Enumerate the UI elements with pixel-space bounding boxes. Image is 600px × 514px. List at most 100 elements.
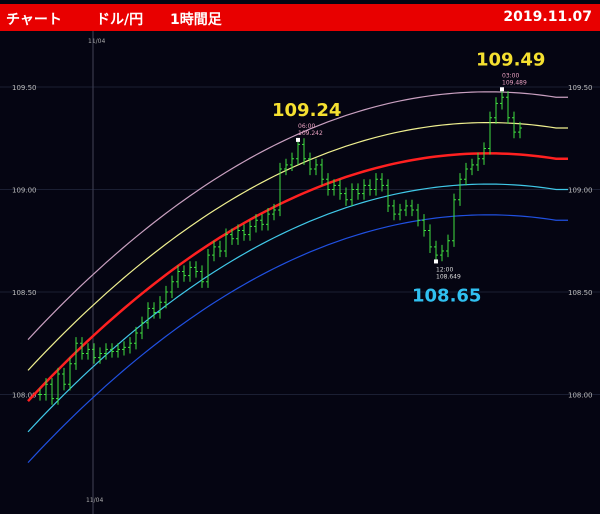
ytick-right: 109.50 (568, 84, 593, 92)
header-timeframe: 1時間足 (170, 12, 222, 28)
candle (362, 179, 366, 200)
candle (260, 214, 264, 231)
header-bar: チャート ドル/円 1時間足 2019.11.07 (0, 4, 600, 31)
candle (506, 91, 510, 124)
candle (104, 343, 108, 360)
extreme-marker (296, 137, 300, 142)
candle (122, 341, 126, 356)
header-date: 2019.11.07 (503, 9, 592, 25)
ytick-left: 108.00 (12, 392, 37, 400)
candle (254, 214, 258, 233)
candle (242, 224, 246, 241)
ytick-right: 108.50 (568, 289, 593, 297)
date-label-bottom: 11/04 (86, 497, 103, 504)
candle (476, 152, 480, 172)
candle (386, 179, 390, 213)
candle (206, 248, 210, 288)
candlestick-chart: 11/04 11/04 109.50 109.50 109.00 109.00 108.… (0, 31, 600, 514)
candle (434, 240, 438, 262)
candle (68, 357, 72, 391)
candle (332, 179, 336, 196)
candle (218, 240, 222, 258)
candle (182, 265, 186, 282)
annotation-value: 109.49 (476, 49, 545, 70)
candle (134, 326, 138, 350)
annotation-price: 109.489 (502, 79, 527, 86)
extreme-marker (434, 259, 438, 264)
band-line (27, 152, 568, 402)
candle (452, 193, 456, 247)
ytick-left: 109.00 (12, 187, 37, 195)
ytick-left: 109.50 (12, 84, 37, 92)
candle (176, 265, 180, 288)
candle (470, 158, 474, 176)
annotation-time: 06:00 (298, 123, 315, 130)
annotation-value: 108.65 (412, 285, 481, 306)
candle (80, 337, 84, 360)
ytick-right: 109.00 (568, 187, 593, 195)
candle (416, 203, 420, 227)
candle (494, 97, 498, 124)
candle (344, 187, 348, 206)
candle (320, 158, 324, 186)
annotation-time: 12:00 (436, 266, 453, 273)
candle (248, 220, 252, 241)
candle (380, 173, 384, 192)
candle (200, 265, 204, 288)
candle (236, 224, 240, 245)
candle (488, 111, 492, 155)
extreme-marker (500, 87, 504, 92)
candle (230, 228, 234, 245)
candle (86, 343, 90, 360)
candle (398, 203, 402, 221)
candle (518, 121, 522, 139)
candle (440, 244, 444, 262)
candle (458, 173, 462, 206)
candle (338, 179, 342, 200)
candle (152, 302, 156, 319)
candle (368, 179, 372, 196)
candle (92, 343, 96, 364)
ytick-left: 108.50 (12, 289, 37, 297)
annotation-price: 109.242 (298, 130, 323, 137)
header-pair: ドル/円 (96, 12, 144, 28)
candle (266, 207, 270, 231)
candle (404, 199, 408, 217)
candle (446, 234, 450, 258)
candle (350, 183, 354, 206)
candle (314, 158, 318, 176)
annotation-price: 108.649 (436, 273, 461, 280)
candle (224, 228, 228, 258)
candle (272, 203, 276, 221)
date-label-top: 11/04 (88, 38, 105, 45)
candle (56, 367, 60, 405)
candle (116, 343, 120, 358)
annotation-value: 109.24 (272, 100, 341, 121)
candle (278, 162, 282, 217)
candle (170, 275, 174, 299)
candle (482, 142, 486, 165)
candle (392, 199, 396, 221)
candle (128, 337, 132, 354)
candle (410, 199, 414, 217)
candle (308, 152, 312, 176)
candle (38, 388, 42, 401)
candle (374, 173, 378, 196)
annotation-time: 03:00 (502, 72, 519, 79)
candle (188, 261, 192, 282)
candle (428, 224, 432, 254)
candle (422, 214, 426, 237)
band-line (27, 214, 568, 464)
candle (326, 173, 330, 196)
candle (158, 296, 162, 319)
candle (356, 183, 360, 200)
candle (146, 302, 150, 329)
candle (140, 316, 144, 340)
candle (44, 378, 48, 401)
candle (212, 240, 216, 262)
header-title: チャート (6, 12, 62, 28)
candle (74, 337, 78, 370)
candle (50, 378, 54, 405)
candle (512, 111, 516, 139)
